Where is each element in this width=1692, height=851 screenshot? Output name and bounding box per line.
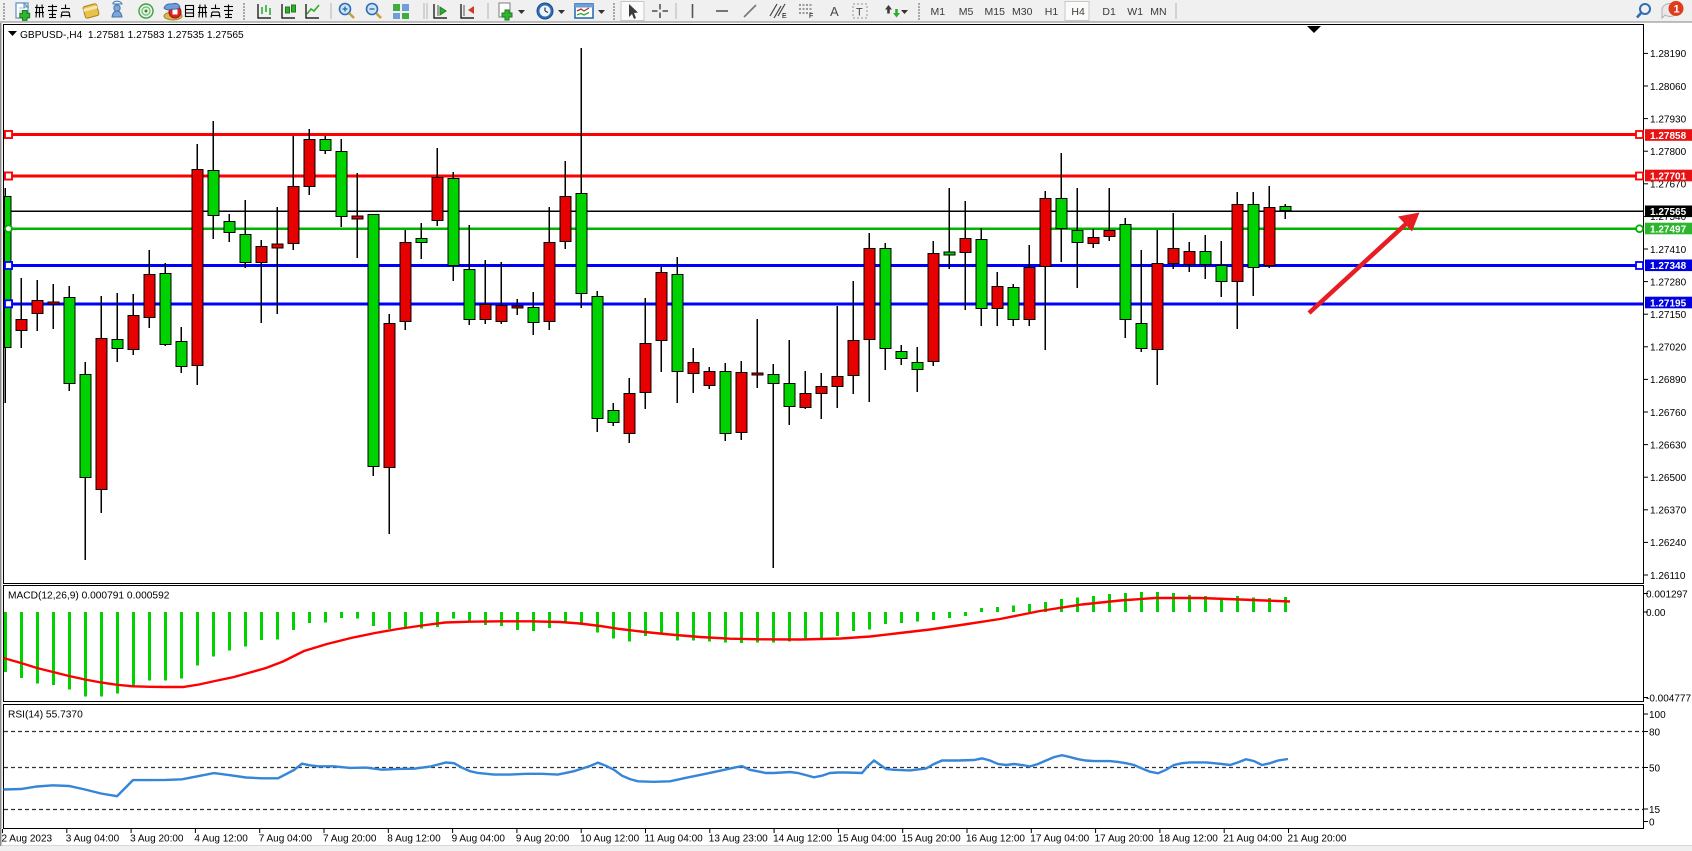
svg-text:H1: H1 bbox=[1045, 6, 1059, 18]
svg-text:1.27670: 1.27670 bbox=[1650, 180, 1687, 191]
svg-text:15 Aug 20:00: 15 Aug 20:00 bbox=[902, 834, 961, 845]
svg-text:1.27540: 1.27540 bbox=[1650, 212, 1687, 223]
svg-text:4 Aug 12:00: 4 Aug 12:00 bbox=[194, 834, 248, 845]
svg-text:T: T bbox=[856, 7, 863, 19]
svg-text:14 Aug 12:00: 14 Aug 12:00 bbox=[773, 834, 832, 845]
svg-text:1.27497: 1.27497 bbox=[1650, 224, 1687, 235]
svg-text:0.001297: 0.001297 bbox=[1646, 589, 1688, 600]
svg-text:15: 15 bbox=[1649, 805, 1661, 816]
svg-text:3 Aug 20:00: 3 Aug 20:00 bbox=[130, 834, 184, 845]
svg-text:1.26240: 1.26240 bbox=[1650, 538, 1687, 549]
svg-text:17 Aug 20:00: 17 Aug 20:00 bbox=[1095, 834, 1154, 845]
svg-text:7 Aug 04:00: 7 Aug 04:00 bbox=[259, 834, 313, 845]
svg-text:D1: D1 bbox=[1102, 6, 1116, 18]
svg-text:1.27565: 1.27565 bbox=[1650, 207, 1687, 218]
svg-text:21 Aug 20:00: 21 Aug 20:00 bbox=[1288, 834, 1347, 845]
svg-text:-0.004777: -0.004777 bbox=[1646, 693, 1691, 704]
svg-text:1.26110: 1.26110 bbox=[1650, 571, 1686, 582]
svg-text:1.26760: 1.26760 bbox=[1650, 408, 1687, 419]
svg-text:1.27930: 1.27930 bbox=[1650, 114, 1687, 125]
svg-text:E: E bbox=[782, 13, 787, 20]
svg-text:1.27410: 1.27410 bbox=[1650, 245, 1687, 256]
svg-text:F: F bbox=[809, 13, 813, 20]
svg-text:1.26630: 1.26630 bbox=[1650, 440, 1687, 451]
svg-text:7 Aug 20:00: 7 Aug 20:00 bbox=[323, 834, 377, 845]
svg-text:1.28190: 1.28190 bbox=[1650, 49, 1687, 60]
svg-text:9 Aug 04:00: 9 Aug 04:00 bbox=[452, 834, 506, 845]
svg-text:0.00: 0.00 bbox=[1646, 608, 1666, 619]
svg-text:11 Aug 04:00: 11 Aug 04:00 bbox=[645, 834, 704, 845]
svg-text:9 Aug 20:00: 9 Aug 20:00 bbox=[516, 834, 570, 845]
svg-text:18 Aug 12:00: 18 Aug 12:00 bbox=[1159, 834, 1218, 845]
svg-text:W1: W1 bbox=[1127, 6, 1143, 18]
svg-text:50: 50 bbox=[1649, 763, 1661, 774]
svg-text:1.26890: 1.26890 bbox=[1650, 375, 1687, 386]
svg-text:H4: H4 bbox=[1071, 6, 1085, 18]
svg-text:100: 100 bbox=[1649, 710, 1666, 721]
svg-text:M5: M5 bbox=[959, 6, 974, 18]
svg-text:MACD(12,26,9) 0.000791 0.00059: MACD(12,26,9) 0.000791 0.000592 bbox=[8, 591, 170, 602]
svg-text:1.27858: 1.27858 bbox=[1650, 131, 1687, 142]
svg-text:M15: M15 bbox=[985, 6, 1006, 18]
svg-text:1: 1 bbox=[1674, 4, 1680, 16]
svg-text:80: 80 bbox=[1649, 727, 1661, 738]
svg-text:1.26370: 1.26370 bbox=[1650, 506, 1687, 517]
svg-text:1.27348: 1.27348 bbox=[1650, 261, 1687, 272]
svg-text:1.27150: 1.27150 bbox=[1650, 310, 1687, 321]
svg-text:1.27701: 1.27701 bbox=[1650, 171, 1687, 182]
svg-text:16 Aug 12:00: 16 Aug 12:00 bbox=[966, 834, 1025, 845]
svg-text:0: 0 bbox=[1649, 817, 1655, 828]
svg-text:1.27195: 1.27195 bbox=[1650, 298, 1687, 309]
svg-text:10 Aug 12:00: 10 Aug 12:00 bbox=[580, 834, 639, 845]
svg-text:1.27020: 1.27020 bbox=[1650, 343, 1687, 354]
svg-text:21 Aug 04:00: 21 Aug 04:00 bbox=[1223, 834, 1282, 845]
svg-text:1.26500: 1.26500 bbox=[1650, 473, 1687, 484]
svg-text:RSI(14) 55.7370: RSI(14) 55.7370 bbox=[8, 710, 83, 721]
svg-text:M30: M30 bbox=[1012, 6, 1033, 18]
svg-text:1.27280: 1.27280 bbox=[1650, 277, 1687, 288]
svg-text:8 Aug 12:00: 8 Aug 12:00 bbox=[387, 834, 441, 845]
svg-text:GBPUSD-,H4 1.27581 1.27583 1.: GBPUSD-,H4 1.27581 1.27583 1.27535 1.275… bbox=[20, 30, 244, 41]
svg-text:MN: MN bbox=[1150, 6, 1166, 18]
svg-text:17 Aug 04:00: 17 Aug 04:00 bbox=[1030, 834, 1089, 845]
svg-text:1.28060: 1.28060 bbox=[1650, 82, 1687, 93]
svg-text:2 Aug 2023: 2 Aug 2023 bbox=[2, 834, 53, 845]
svg-text:15 Aug 04:00: 15 Aug 04:00 bbox=[837, 834, 896, 845]
svg-text:13 Aug 23:00: 13 Aug 23:00 bbox=[709, 834, 768, 845]
svg-text:1.27800: 1.27800 bbox=[1650, 147, 1687, 158]
svg-text:3 Aug 04:00: 3 Aug 04:00 bbox=[66, 834, 120, 845]
svg-text:A: A bbox=[830, 4, 839, 19]
svg-text:M1: M1 bbox=[931, 6, 946, 18]
